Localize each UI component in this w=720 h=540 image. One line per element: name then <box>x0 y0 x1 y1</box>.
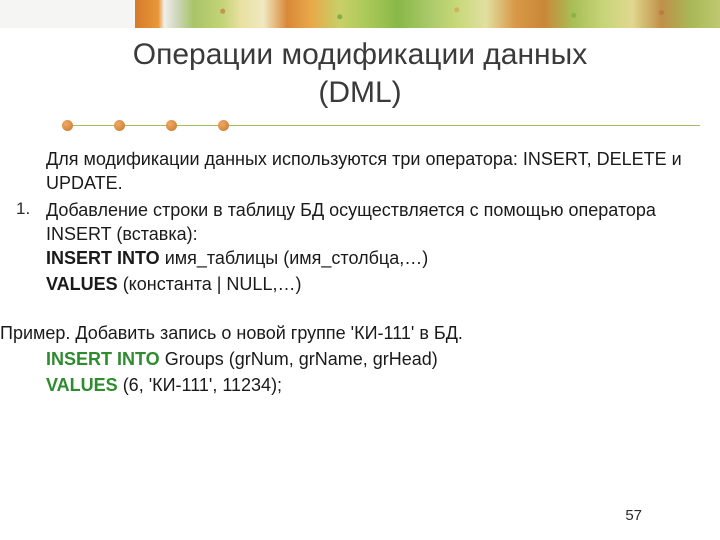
keyword-green-insert-into: INSERT INTO <box>46 349 160 369</box>
title-divider <box>0 119 720 133</box>
keyword-insert-into: INSERT INTO <box>46 248 160 268</box>
list-number: 1. <box>16 198 30 221</box>
keyword-green-values: VALUES <box>46 375 118 395</box>
syntax-rest-2: (константа | NULL,…) <box>118 274 302 294</box>
title-line-1: Операции модификации данных <box>133 38 587 71</box>
syntax-line-2: VALUES (константа | NULL,…) <box>46 272 695 296</box>
slide-body: Для модификации данных используются три … <box>0 147 720 398</box>
example-line-1: INSERT INTO Groups (grNum, grName, grHea… <box>46 347 695 371</box>
page-number: 57 <box>625 507 642 524</box>
divider-dot <box>218 120 229 131</box>
syntax-line-1: INSERT INTO имя_таблицы (имя_столбца,…) <box>46 246 695 270</box>
example-label: Пример. Добавить запись о новой группе '… <box>0 321 695 345</box>
list-item-text: Добавление строки в таблицу БД осуществл… <box>46 198 695 247</box>
example-line-2: VALUES (6, 'КИ-111', 11234); <box>46 373 695 397</box>
divider-dot <box>62 120 73 131</box>
divider-line <box>62 125 700 126</box>
numbered-item-1: 1. Добавление строки в таблицу БД осущес… <box>18 198 695 247</box>
intro-paragraph: Для модификации данных используются три … <box>46 147 695 196</box>
title-line-2: (DML) <box>318 76 401 109</box>
slide-title: Операции модификации данных (DML) <box>0 36 720 111</box>
example-rest-1: Groups (grNum, grName, grHead) <box>160 349 438 369</box>
strip-right-pattern <box>135 0 720 28</box>
divider-dot <box>114 120 125 131</box>
decorative-header-strip <box>0 0 720 28</box>
keyword-values: VALUES <box>46 274 118 294</box>
example-rest-2: (6, 'КИ-111', 11234); <box>118 375 282 395</box>
divider-dot <box>166 120 177 131</box>
syntax-rest-1: имя_таблицы (имя_столбца,…) <box>160 248 429 268</box>
strip-left-block <box>0 0 135 28</box>
